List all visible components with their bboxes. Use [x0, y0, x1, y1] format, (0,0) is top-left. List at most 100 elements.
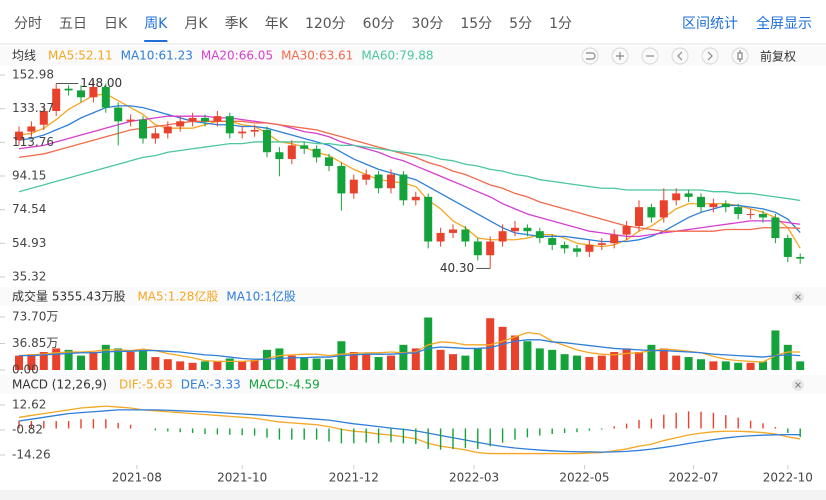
- ma-line: [18, 120, 801, 232]
- volume-bar: [349, 352, 358, 370]
- volume-bar: [783, 344, 792, 370]
- volume-bar: [771, 330, 780, 370]
- candle-body: [672, 193, 681, 201]
- volume-bar: [734, 362, 743, 370]
- tab[interactable]: 分时: [14, 16, 42, 32]
- ma-line: [19, 339, 801, 360]
- candle-body: [52, 88, 61, 112]
- volume-bar: [263, 349, 271, 370]
- volume-bar: [374, 357, 383, 370]
- volume-bar: [635, 352, 643, 370]
- volume-bar: [275, 348, 284, 370]
- candle-body: [573, 248, 581, 252]
- ma-line: [18, 409, 801, 453]
- candle-body: [374, 174, 383, 189]
- candle-body: [721, 203, 730, 208]
- y-tick-label: 54.93: [12, 236, 46, 250]
- candle-body: [449, 229, 457, 233]
- volume-bar: [163, 359, 172, 370]
- candle-button[interactable]: [731, 47, 749, 65]
- tab[interactable]: 60分: [363, 16, 395, 32]
- volume-bar: [759, 361, 767, 370]
- volume-bar: [436, 349, 445, 370]
- volume-bar: [424, 317, 433, 370]
- candle-body: [325, 157, 333, 166]
- volume-bar: [52, 348, 61, 370]
- tab[interactable]: 五日: [59, 16, 87, 32]
- legend-entry: MA10:1亿股: [226, 289, 296, 304]
- tab[interactable]: 30分: [412, 16, 444, 32]
- ma-line: [18, 331, 801, 363]
- candle-body: [635, 207, 643, 227]
- legend-entry: MA10:61.23: [121, 49, 193, 63]
- volume-bar: [573, 355, 581, 370]
- legend-entry: MA5:52.11: [48, 49, 113, 63]
- right-button[interactable]: [701, 47, 719, 65]
- y-tick-label: 152.98: [12, 67, 54, 81]
- toolbar-icons[interactable]: [581, 47, 749, 65]
- volume-bar: [300, 357, 309, 370]
- candle-body: [225, 116, 234, 134]
- right-icon: [707, 51, 713, 61]
- ma-legend-bar: [0, 46, 826, 66]
- candle-body: [238, 131, 247, 134]
- tab[interactable]: 年K: [265, 16, 289, 32]
- left-icon: [677, 51, 683, 61]
- candle-body: [659, 200, 668, 218]
- volume-bar: [176, 361, 185, 370]
- candle-body: [64, 88, 73, 91]
- tab[interactable]: 1分: [549, 16, 572, 32]
- volume-bar: [511, 335, 519, 370]
- close-volume-icon: [795, 294, 801, 300]
- volume-bar: [411, 348, 420, 370]
- volume-bar: [238, 361, 247, 370]
- volume-bar: [449, 354, 457, 370]
- candle-body: [201, 117, 209, 122]
- tab[interactable]: 周K: [144, 16, 168, 32]
- y-tick-label: 0.00: [12, 363, 39, 377]
- candle-body: [622, 226, 631, 235]
- tab[interactable]: 120分: [305, 16, 346, 32]
- close-icons[interactable]: [792, 291, 804, 391]
- volume-bar: [659, 348, 668, 370]
- volume-bar: [312, 358, 321, 370]
- tab[interactable]: 日K: [104, 16, 128, 32]
- tab[interactable]: 季K: [225, 16, 249, 32]
- volume-bar: [597, 355, 606, 370]
- candle-body: [473, 241, 482, 256]
- zoom-in-button[interactable]: [611, 47, 629, 65]
- y-tick-label: 36.85万: [12, 336, 58, 350]
- candle-body: [275, 152, 284, 160]
- tab[interactable]: 月K: [184, 16, 208, 32]
- candle-body: [77, 90, 85, 98]
- candle-body: [349, 179, 358, 194]
- left-button[interactable]: [671, 47, 689, 65]
- legend-title: 均线: [12, 49, 36, 63]
- tab[interactable]: 5分: [509, 16, 532, 32]
- legend-entry: MA30:63.61: [281, 49, 353, 63]
- volume-bar: [498, 326, 507, 370]
- volume-bar: [188, 362, 197, 370]
- candle-body: [399, 174, 408, 201]
- right-link[interactable]: 全屏显示: [756, 15, 812, 32]
- reset-button[interactable]: [581, 47, 599, 65]
- volume-bar: [114, 348, 123, 370]
- tab[interactable]: 15分: [460, 16, 492, 32]
- candle-body: [101, 86, 110, 108]
- legend-entry: MA20:66.05: [201, 49, 273, 63]
- volume-bar: [101, 344, 110, 370]
- candle-body: [796, 256, 805, 259]
- adjust-label[interactable]: 前复权: [760, 49, 796, 64]
- volume-bar: [697, 359, 705, 370]
- ma-line: [18, 115, 801, 237]
- y-tick-label: 94.15: [12, 168, 46, 182]
- candle-body: [151, 133, 160, 139]
- candle-body: [610, 234, 619, 244]
- zoom-out-button[interactable]: [641, 47, 659, 65]
- candle-body: [89, 86, 98, 98]
- candle-body: [597, 243, 606, 245]
- right-link[interactable]: 区间统计: [682, 16, 738, 32]
- candle-body: [411, 196, 420, 201]
- legend-title: MACD (12,26,9): [12, 378, 107, 392]
- volume-bar: [139, 349, 147, 370]
